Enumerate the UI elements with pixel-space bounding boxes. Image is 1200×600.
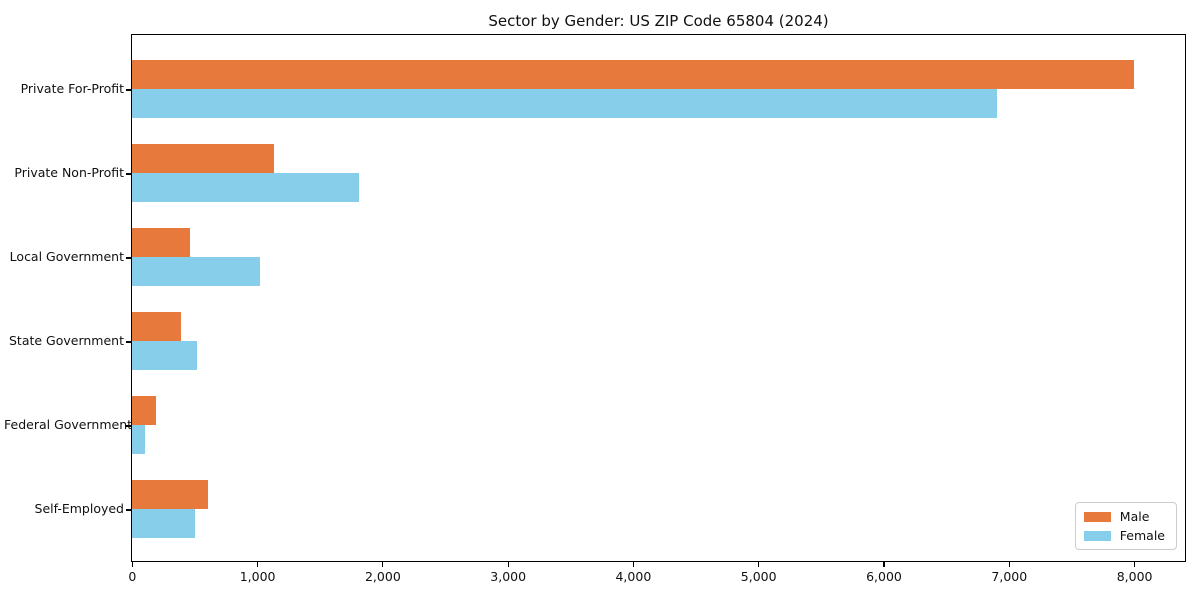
x-tick-8000 [1133, 562, 1136, 567]
bar-male-local-government [132, 228, 190, 257]
x-tick-6000 [883, 562, 885, 567]
y-tick-local-government [126, 257, 131, 259]
bar-female-federal-government [132, 425, 145, 454]
legend: Male Female [1074, 502, 1177, 550]
bar-male-self-employed [132, 480, 209, 509]
x-tick-5000 [758, 562, 760, 567]
legend-label-male: Male [1119, 509, 1150, 524]
bar-female-state-government [132, 341, 198, 370]
bar-female-private-for-profit [132, 89, 997, 118]
y-tick-federal-government [126, 425, 131, 427]
x-tick-label-0: 0 [128, 569, 137, 584]
x-tick-2000 [382, 562, 384, 567]
x-tick-label-4000: 4,000 [615, 569, 652, 584]
x-tick-label-2000: 2,000 [364, 569, 401, 584]
legend-item-male: Male [1083, 509, 1165, 524]
bar-female-local-government [132, 257, 260, 286]
bar-female-self-employed [132, 509, 195, 538]
bar-male-private-for-profit [132, 60, 1135, 89]
y-tick-state-government [126, 341, 131, 343]
x-tick-label-3000: 3,000 [490, 569, 527, 584]
x-tick-label-8000: 8,000 [1116, 569, 1153, 584]
bar-male-private-non-profit [132, 144, 274, 173]
y-label-private-non-profit: Private Non-Profit [14, 165, 124, 181]
y-label-self-employed: Self-Employed [34, 501, 124, 517]
legend-item-female: Female [1083, 528, 1165, 543]
y-tick-self-employed [126, 509, 131, 511]
bar-male-federal-government [132, 396, 157, 425]
legend-swatch-male-icon [1083, 511, 1111, 522]
y-tick-private-non-profit [126, 173, 131, 175]
x-tick-3000 [507, 562, 509, 567]
y-label-local-government: Local Government [9, 249, 124, 265]
chart-title: Sector by Gender: US ZIP Code 65804 (202… [488, 12, 829, 30]
x-tick-label-7000: 7,000 [991, 569, 1028, 584]
y-tick-private-for-profit [126, 89, 131, 91]
y-label-private-for-profit: Private For-Profit [20, 81, 124, 97]
bar-female-private-non-profit [132, 173, 359, 202]
x-tick-0 [131, 562, 133, 567]
y-label-federal-government: Federal Government [4, 417, 133, 433]
x-tick-label-6000: 6,000 [866, 569, 902, 584]
y-label-state-government: State Government [8, 333, 124, 349]
x-tick-1000 [256, 562, 259, 567]
x-tick-label-1000: 1,000 [239, 569, 276, 584]
bar-male-state-government [132, 312, 181, 341]
x-tick-4000 [632, 562, 635, 567]
x-tick-7000 [1008, 562, 1010, 567]
x-tick-label-5000: 5,000 [740, 569, 777, 584]
legend-swatch-female-icon [1083, 530, 1111, 541]
plot-area: Male Female [131, 34, 1186, 562]
legend-label-female: Female [1119, 528, 1165, 543]
